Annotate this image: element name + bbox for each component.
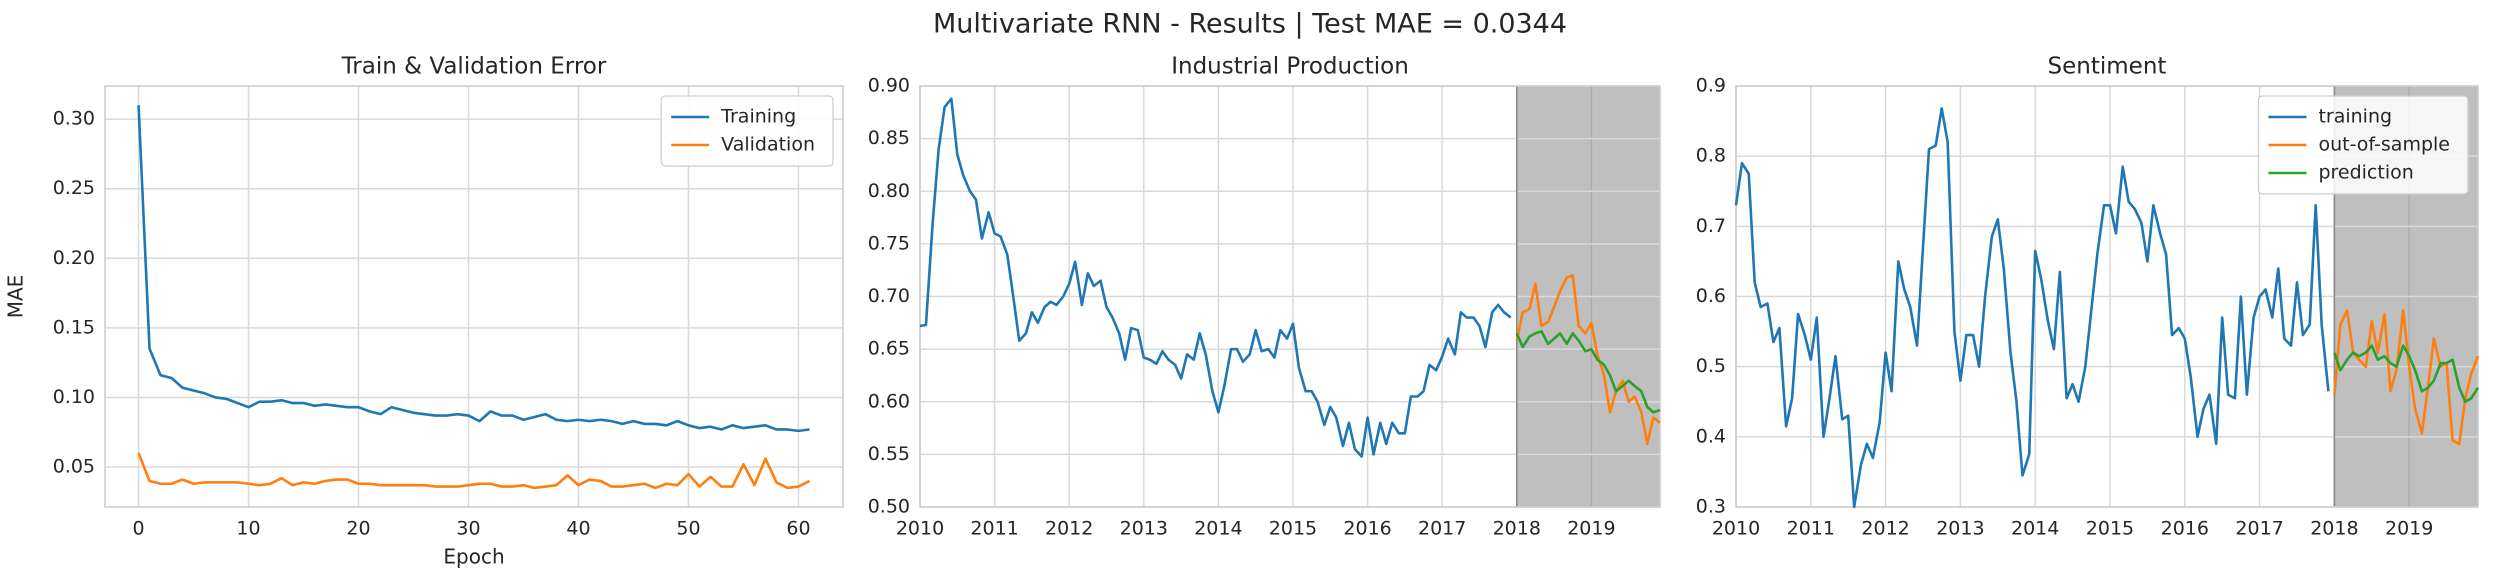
x-tick-label: 50 bbox=[676, 518, 700, 540]
y-tick-label: 0.20 bbox=[53, 247, 95, 269]
y-tick-label: 0.65 bbox=[868, 338, 910, 360]
y-tick-label: 0.25 bbox=[53, 177, 95, 199]
subplot: 2010 2011 2012 2013 2014 2015 2016 2017 2018 2019… bbox=[1696, 54, 2480, 540]
x-tick-label: 0 bbox=[132, 518, 144, 540]
x-tick-label: 2012 bbox=[1861, 518, 1909, 540]
subplot-title: Industrial Production bbox=[1171, 54, 1409, 80]
y-tick-label: 0.85 bbox=[868, 127, 910, 149]
x-tick-label: 20 bbox=[346, 518, 370, 540]
x-tick-label: 2018 bbox=[2310, 518, 2358, 540]
legend-label: out-of-sample bbox=[2318, 134, 2450, 156]
y-tick-label: 0.05 bbox=[53, 456, 95, 478]
legend-label: Validation bbox=[721, 134, 815, 156]
x-tick-label: 2013 bbox=[1936, 518, 1984, 540]
y-tick-label: 0.4 bbox=[1696, 425, 1726, 447]
series-line bbox=[2333, 344, 2480, 404]
x-tick-label: 30 bbox=[456, 518, 480, 540]
y-tick-label: 0.30 bbox=[53, 108, 95, 130]
plot-frame bbox=[919, 85, 1661, 508]
x-tick-label: 2015 bbox=[1269, 518, 1317, 540]
x-tick-label: 2010 bbox=[1712, 518, 1760, 540]
x-tick-label: 2019 bbox=[2385, 518, 2433, 540]
y-axis-label: MAE bbox=[4, 275, 28, 319]
series-line bbox=[2333, 309, 2480, 446]
y-tick-label: 0.55 bbox=[868, 443, 910, 465]
subplot-title: Sentiment bbox=[2048, 54, 2167, 80]
y-tick-label: 0.10 bbox=[53, 386, 95, 408]
x-tick-label: 2017 bbox=[2235, 518, 2283, 540]
y-tick-label: 0.7 bbox=[1696, 215, 1726, 237]
y-tick-label: 0.50 bbox=[868, 496, 910, 518]
y-tick-label: 0.5 bbox=[1696, 355, 1726, 377]
series-line bbox=[919, 97, 1512, 458]
x-tick-label: 2015 bbox=[2086, 518, 2134, 540]
x-tick-label: 2013 bbox=[1120, 518, 1168, 540]
legend-label: training bbox=[2318, 106, 2392, 128]
x-tick-label: 2011 bbox=[970, 518, 1018, 540]
legend-box bbox=[660, 95, 834, 167]
x-tick-label: 2016 bbox=[2161, 518, 2209, 540]
x-tick-label: 10 bbox=[236, 518, 260, 540]
legend-box bbox=[2257, 95, 2469, 195]
plot-frame bbox=[1735, 85, 2479, 508]
y-tick-label: 0.60 bbox=[868, 390, 910, 412]
y-tick-label: 0.8 bbox=[1696, 145, 1726, 167]
x-tick-label: 2017 bbox=[1418, 518, 1466, 540]
y-tick-label: 0.70 bbox=[868, 285, 910, 307]
y-tick-label: 0.80 bbox=[868, 180, 910, 202]
y-tick-label: 0.75 bbox=[868, 232, 910, 254]
subplot: 0 10 20 30 40 50 60 0.05 0.10 0.15 0.20 0.25 0.30 Tra… bbox=[4, 54, 844, 569]
plot-frame bbox=[104, 85, 844, 508]
x-tick-label: 2012 bbox=[1045, 518, 1093, 540]
series-line bbox=[1734, 107, 2330, 509]
x-tick-label: 2019 bbox=[1567, 518, 1615, 540]
subplot-title: Train & Validation Error bbox=[341, 54, 607, 80]
series-line bbox=[137, 452, 811, 490]
series-line bbox=[137, 105, 810, 433]
subplot: 2010 2011 2012 2013 2014 2015 2016 2017 2018 2019… bbox=[868, 54, 1661, 540]
y-tick-label: 0.9 bbox=[1696, 75, 1726, 97]
legend: training out-of-sample prediction bbox=[2257, 95, 2469, 195]
legend: Training Validation bbox=[660, 95, 834, 167]
y-tick-label: 0.90 bbox=[868, 75, 910, 97]
series-line bbox=[1515, 274, 1661, 446]
y-tick-label: 0.3 bbox=[1696, 496, 1726, 518]
x-tick-label: 2014 bbox=[2011, 518, 2059, 540]
x-tick-label: 60 bbox=[786, 518, 810, 540]
x-tick-label: 2010 bbox=[896, 518, 944, 540]
x-tick-label: 2018 bbox=[1493, 518, 1541, 540]
x-tick-label: 2016 bbox=[1343, 518, 1391, 540]
x-tick-label: 2011 bbox=[1787, 518, 1835, 540]
x-tick-label: 40 bbox=[566, 518, 590, 540]
y-tick-label: 0.15 bbox=[53, 316, 95, 338]
figure-title: Multivariate RNN - Results | Test MAE = … bbox=[933, 9, 1567, 40]
x-axis-label: Epoch bbox=[443, 545, 504, 569]
y-tick-label: 0.6 bbox=[1696, 285, 1726, 307]
legend-label: Training bbox=[720, 106, 796, 128]
legend-label: prediction bbox=[2318, 162, 2413, 184]
series-line bbox=[1515, 329, 1661, 414]
x-tick-label: 2014 bbox=[1194, 518, 1242, 540]
